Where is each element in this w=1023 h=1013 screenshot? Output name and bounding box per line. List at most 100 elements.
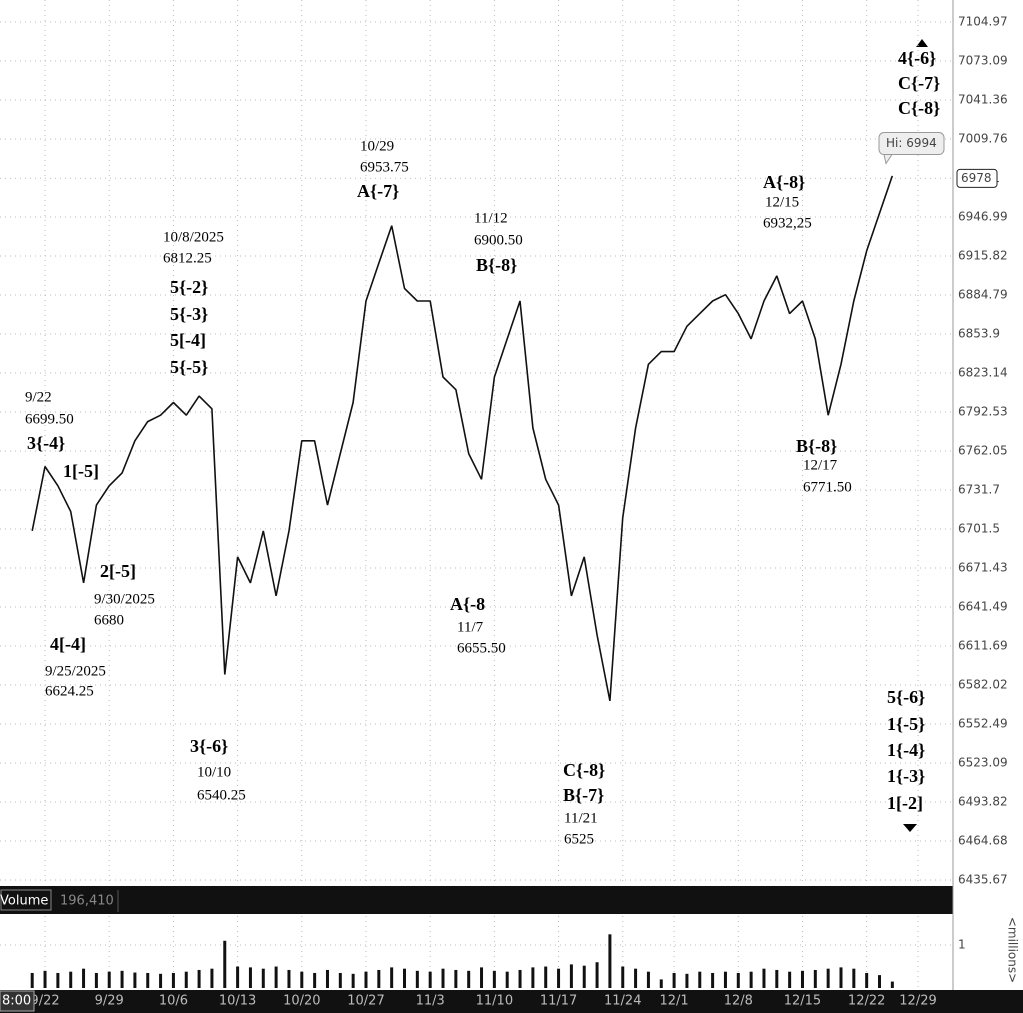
x-tick-label: 10/20 <box>283 994 320 1009</box>
volume-bar <box>544 966 548 988</box>
annotation: 1{-3} <box>887 766 925 786</box>
annotation: 12/17 <box>803 457 838 473</box>
y-tick-label: 6611.69 <box>958 638 1008 652</box>
volume-bar <box>313 972 317 988</box>
x-tick-label: 11/3 <box>416 994 445 1009</box>
x-tick-label: 12/15 <box>784 994 821 1009</box>
volume-bar <box>788 971 792 988</box>
volume-bar <box>30 972 34 988</box>
volume-last: 196,410 <box>60 894 114 909</box>
annotation: A{-8} <box>763 172 805 192</box>
annotation: A{-7} <box>357 181 399 201</box>
volume-bar <box>236 966 240 988</box>
volume-bar <box>223 940 227 988</box>
annotation: 5[-4] <box>170 330 206 350</box>
annotation: 1[-2] <box>887 793 923 813</box>
volume-bar <box>890 981 894 988</box>
annotation: B{-8} <box>796 436 837 456</box>
up-arrow <box>916 39 928 47</box>
annotation: 11/12 <box>474 210 508 226</box>
volume-bar <box>69 971 73 988</box>
volume-bar <box>621 966 625 988</box>
annotation: 2[-5] <box>100 561 136 581</box>
volume-bar <box>762 968 766 988</box>
volume-bar <box>878 975 882 988</box>
volume-bar <box>736 972 740 988</box>
x-tick-label: 11/24 <box>604 994 641 1009</box>
volume-bar <box>171 972 175 988</box>
volume-bar <box>338 972 342 988</box>
volume-bar <box>261 968 265 988</box>
x-tick-label: 12/29 <box>899 994 936 1009</box>
x-tick-label: 11/17 <box>540 994 577 1009</box>
volume-bar <box>184 971 188 988</box>
annotation: 10/29 <box>360 138 394 154</box>
volume-header <box>0 886 953 914</box>
marks <box>30 175 894 988</box>
annotation: 6812.25 <box>163 250 212 266</box>
volume-title-box <box>0 889 52 911</box>
x-tick-label: 12/1 <box>659 994 688 1009</box>
y-tick-label: 6523.09 <box>958 755 1008 769</box>
annotation: 4[-4] <box>50 634 86 654</box>
annotation: 9/22 <box>25 389 52 405</box>
high-label: Hi: 6994 <box>886 136 937 150</box>
volume-bar <box>441 968 445 988</box>
volume-bar <box>364 971 368 988</box>
volume-bar <box>698 971 702 988</box>
annotation: 9/30/2025 <box>94 591 155 607</box>
volume-bar <box>659 979 663 988</box>
volume-bar <box>569 964 573 988</box>
y-tick-label: 6853.9 <box>958 326 1000 340</box>
volume-bar <box>672 972 676 988</box>
y-tick-label: 7009.76 <box>958 131 1008 145</box>
cursor-time: 8:00 <box>2 994 31 1009</box>
y-axis-label: <millions> <box>1006 917 1020 983</box>
y-tick-label: 6731.7 <box>958 483 1000 497</box>
annotation: C{-7} <box>898 73 940 93</box>
annotation: 5{-6} <box>887 687 925 707</box>
annotation: 1{-5} <box>887 714 925 734</box>
volume-bar <box>159 973 163 988</box>
volume-bar <box>287 969 291 988</box>
y-tick-label: 6762.05 <box>958 443 1008 457</box>
annotation: 6680 <box>94 612 124 628</box>
annotation: C{-8} <box>898 98 940 118</box>
x-tick-label: 9/29 <box>95 994 124 1009</box>
annotation: 1{-4} <box>887 740 925 760</box>
volume-bar <box>852 968 856 988</box>
volume-bar <box>711 972 715 988</box>
x-tick-label: 12/8 <box>724 994 753 1009</box>
annotation: 10/10 <box>197 764 231 780</box>
x-tick-label: 11/10 <box>476 994 513 1009</box>
cursor-time-box <box>0 990 35 1012</box>
volume-bar <box>775 969 779 988</box>
y-tick-label: 1 <box>958 938 966 952</box>
volume-bar <box>377 969 381 988</box>
volume-bar <box>120 970 124 988</box>
volume-bar <box>480 967 484 988</box>
volume-bar <box>454 969 458 988</box>
annotation: 6953.75 <box>360 159 409 175</box>
annotation: 11/21 <box>564 810 598 826</box>
volume-bar <box>274 966 278 988</box>
y-tick-label: 6582.02 <box>958 678 1008 692</box>
annotation: 1[-5] <box>63 461 99 481</box>
annotation: 6900.50 <box>474 232 523 248</box>
volume-bar <box>197 969 201 988</box>
labels: 7104.977073.097041.367009.766978.16946.9… <box>0 15 1020 1012</box>
volume-bar <box>428 971 432 988</box>
volume-bar <box>351 973 355 988</box>
volume-bar <box>390 967 394 988</box>
price-line <box>31 175 894 702</box>
volume-bar <box>248 967 252 988</box>
volume-bar <box>467 970 471 988</box>
x-tick-label: 10/6 <box>159 994 188 1009</box>
annotation: 10/8/2025 <box>163 229 224 245</box>
y-tick-label: 6792.53 <box>958 404 1008 418</box>
annotation: C{-8} <box>563 760 605 780</box>
volume-bar <box>518 969 522 988</box>
volume-bar <box>133 972 137 988</box>
